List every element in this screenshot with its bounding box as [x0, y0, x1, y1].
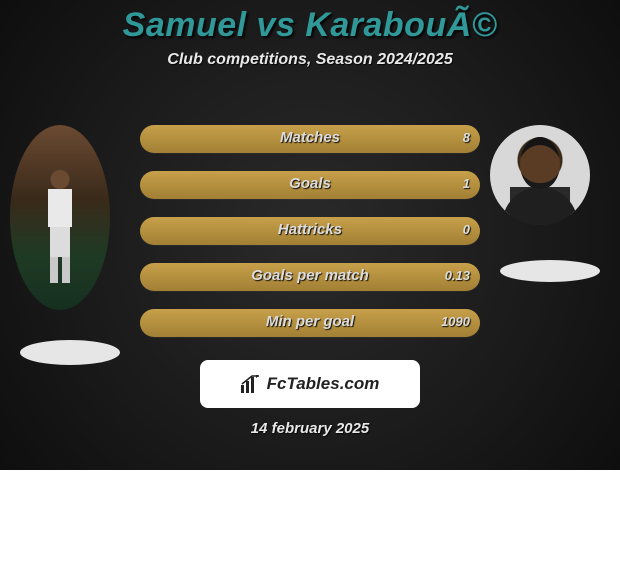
stat-label: Min per goal	[140, 313, 480, 330]
brand-badge: FcTables.com	[200, 360, 420, 408]
chart-icon	[241, 375, 261, 393]
stats-container: Matches8Goals1Hattricks0Goals per match0…	[140, 125, 480, 355]
page-title: Samuel vs KarabouÃ©	[0, 0, 620, 45]
stat-label: Goals	[140, 175, 480, 192]
stat-value-right: 0.13	[445, 268, 470, 283]
stat-label: Goals per match	[140, 267, 480, 284]
stat-value-right: 0	[463, 222, 470, 237]
stat-value-right: 8	[463, 130, 470, 145]
stat-pill: Goals1	[140, 171, 480, 199]
stat-pill: Min per goal1090	[140, 309, 480, 337]
page-subtitle: Club competitions, Season 2024/2025	[0, 51, 620, 69]
stat-label: Hattricks	[140, 221, 480, 238]
stat-pill: Matches8	[140, 125, 480, 153]
player-left-shadow	[20, 340, 120, 365]
brand-text: FcTables.com	[267, 374, 380, 394]
stat-pill: Hattricks0	[140, 217, 480, 245]
stat-pill: Goals per match0.13	[140, 263, 480, 291]
infographic-stage: Samuel vs KarabouÃ© Club competitions, S…	[0, 0, 620, 470]
stat-value-right: 1090	[441, 314, 470, 329]
stat-value-right: 1	[463, 176, 470, 191]
player-right-shadow	[500, 260, 600, 282]
player-left-image	[10, 125, 110, 310]
stat-label: Matches	[140, 129, 480, 146]
player-right-image	[490, 125, 590, 225]
date-text: 14 february 2025	[0, 420, 620, 437]
